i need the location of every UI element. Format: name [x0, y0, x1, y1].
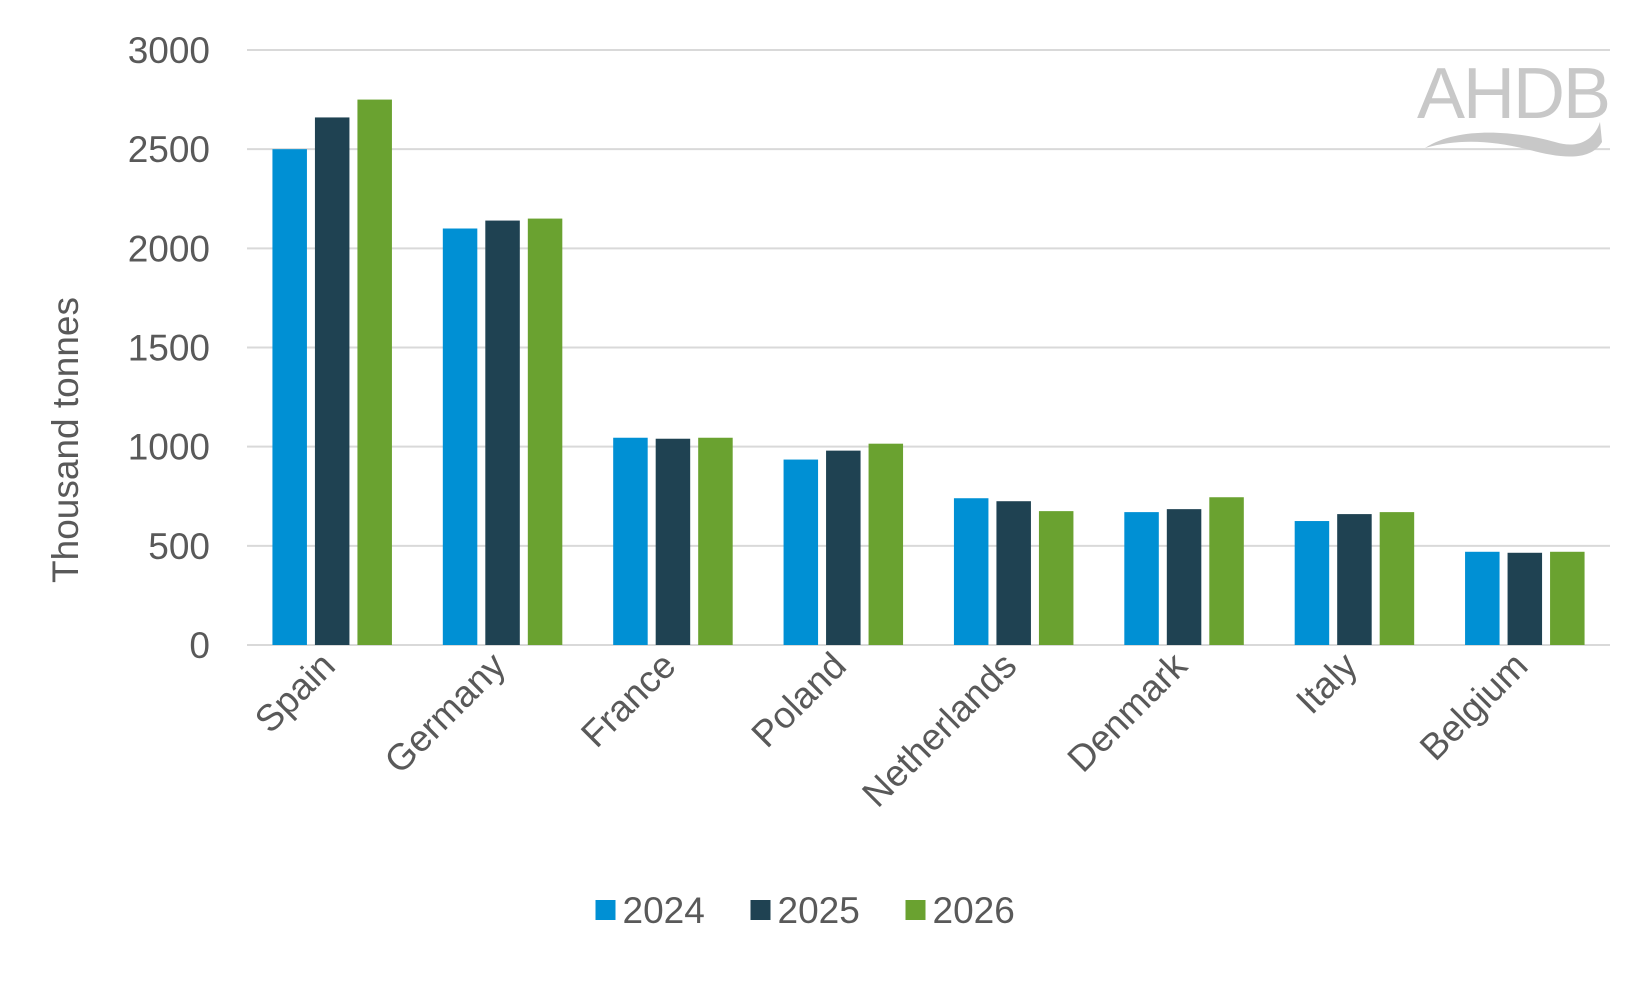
x-category-label: Spain [247, 645, 343, 741]
bar-netherlands-2025 [996, 501, 1031, 645]
bar-germany-2025 [485, 220, 520, 646]
bar-france-2024 [613, 437, 648, 645]
y-axis-ticks: 0 500 1000 1500 2000 2500 3000 [128, 30, 210, 666]
legend-label: 2024 [623, 890, 705, 931]
x-category-label: Italy [1288, 644, 1365, 721]
bar-spain-2025 [314, 117, 350, 645]
y-axis-title: Thousand tonnes [45, 297, 86, 583]
bar-belgium-2024 [1465, 551, 1500, 645]
bar-france-2026 [698, 437, 733, 645]
y-tick-label: 2500 [128, 129, 210, 170]
bar-netherlands-2024 [953, 498, 989, 645]
bar-spain-2026 [357, 99, 392, 646]
bar-france-2025 [655, 438, 691, 645]
ahdb-logo: AHDB [1417, 54, 1611, 157]
y-tick-label: 0 [189, 625, 210, 666]
bar-italy-2024 [1294, 521, 1330, 645]
logo-text: AHDB [1417, 54, 1609, 134]
bar-italy-2025 [1337, 514, 1372, 645]
bar-denmark-2025 [1166, 509, 1202, 645]
legend-label: 2026 [933, 890, 1015, 931]
x-category-label: Germany [377, 644, 514, 781]
bar-belgium-2025 [1507, 552, 1543, 645]
bars [272, 99, 1585, 646]
bar-poland-2024 [783, 459, 819, 645]
legend-swatch-2026 [905, 900, 926, 920]
x-category-label: Belgium [1412, 645, 1536, 769]
bar-denmark-2024 [1124, 512, 1159, 645]
y-tick-label: 1000 [128, 427, 210, 468]
bar-germany-2026 [527, 218, 563, 646]
x-category-label: Denmark [1060, 644, 1195, 779]
x-axis-categories: Spain Germany France Poland Netherlands Denma… [247, 644, 1536, 814]
legend: 2024 2025 2026 [595, 890, 1015, 931]
bar-netherlands-2026 [1038, 511, 1074, 645]
bar-spain-2024 [272, 149, 307, 645]
bar-denmark-2026 [1209, 497, 1244, 645]
y-tick-label: 2000 [128, 228, 210, 269]
y-tick-label: 500 [148, 526, 210, 567]
x-category-label: France [573, 645, 683, 755]
legend-swatch-2024 [595, 900, 616, 920]
bar-poland-2025 [826, 450, 861, 645]
bar-italy-2026 [1379, 512, 1415, 645]
bar-belgium-2026 [1550, 551, 1585, 645]
logo-swoosh-icon [1425, 122, 1602, 157]
y-tick-label: 1500 [128, 328, 210, 369]
legend-label: 2025 [778, 890, 860, 931]
bar-germany-2024 [442, 228, 478, 645]
legend-swatch-2025 [750, 900, 771, 920]
x-category-label: Poland [744, 645, 854, 755]
x-category-label: Netherlands [854, 645, 1024, 815]
y-tick-label: 3000 [128, 30, 210, 71]
bar-poland-2026 [868, 443, 904, 645]
